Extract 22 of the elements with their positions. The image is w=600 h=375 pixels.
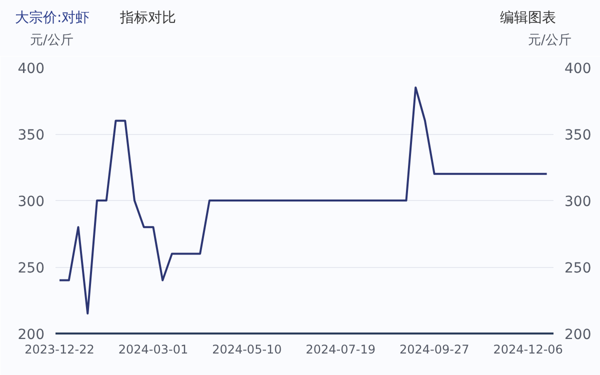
x-tick-label: 2024-09-27 [399,342,470,356]
y-tick-label: 200 [18,327,45,343]
y-tick-label: 300 [18,194,45,210]
line-series [58,86,548,315]
x-tick-label: 2024-07-19 [306,342,376,356]
y-tick-label: 350 [18,128,45,144]
x-tick-label: 2023-12-22 [24,342,94,356]
x-tick-label: 2024-05-10 [212,342,282,356]
y-tick-label: 250 [18,260,45,276]
y2-axis-title: 元/公斤 [528,32,572,50]
y2-tick-label: 400 [564,61,592,77]
y2-tick-label: 200 [564,327,592,343]
y2-tick-label: 250 [564,260,592,276]
y-axis-title: 元/公斤 [30,32,74,50]
x-tick-label: 2024-12-06 [493,342,563,356]
y-tick-label: 400 [18,61,45,77]
x-tick-label: 2024-03-01 [118,342,188,356]
text: 编辑图表 [500,9,556,28]
y2-tick-label: 300 [564,194,592,210]
text: 指标对比 [120,9,176,28]
y2-tick-label: 350 [564,128,592,144]
chart-title: 大宗价:对虾 [15,9,90,28]
